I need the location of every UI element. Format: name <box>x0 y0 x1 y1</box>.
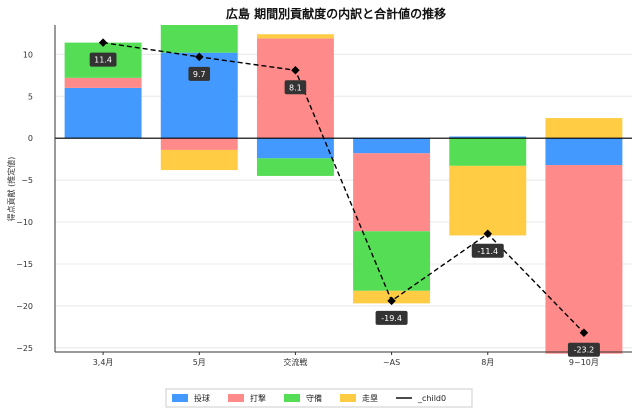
bar-segment <box>449 138 527 166</box>
legend-label: 投球 <box>194 393 210 403</box>
bar-segment <box>256 138 334 159</box>
plot-area: 10 5 0 −5 −10 −15 −20 −25 3,4月 5月 交流戦 ~AS 8月 9~10月 11.… <box>16 25 632 367</box>
data-label-bg <box>567 342 600 357</box>
bar-segment <box>353 153 431 232</box>
x-tick-label: ~AS <box>383 358 400 367</box>
bar-segment <box>449 165 527 236</box>
data-label-bg <box>471 243 504 258</box>
bar-segment <box>449 136 527 139</box>
data-label-bg <box>375 310 408 325</box>
legend-label: 打撃 <box>250 393 266 403</box>
y-tick-label: −20 <box>16 302 33 311</box>
legend-swatch <box>284 394 300 402</box>
data-label-bg <box>284 80 307 95</box>
legend-label: 走塁 <box>362 394 378 403</box>
x-tick-label: 5月 <box>193 358 206 367</box>
y-tick-label: 0 <box>28 134 33 143</box>
bar-segment <box>256 158 334 176</box>
bar-segment <box>160 25 238 53</box>
y-tick-label: 5 <box>28 92 33 101</box>
data-label: -11.4 <box>477 247 498 256</box>
data-label: 8.1 <box>289 83 302 92</box>
bar-segment <box>545 165 623 354</box>
bar-segment <box>256 34 334 39</box>
total-line <box>102 41 585 334</box>
legend-swatch <box>340 394 356 402</box>
legend-swatch <box>172 394 188 402</box>
total-marker <box>579 328 589 337</box>
total-marker <box>291 66 300 75</box>
legend-swatch <box>228 394 244 402</box>
data-label: 11.4 <box>94 56 112 65</box>
data-label: 9.7 <box>193 70 206 79</box>
y-tick-label: 10 <box>23 50 33 59</box>
x-tick-label: 9~10月 <box>569 358 599 367</box>
y-tick-label: −5 <box>21 176 33 185</box>
bar-segment <box>160 138 238 150</box>
legend-label: _child0 <box>417 394 446 403</box>
total-marker <box>98 38 108 47</box>
bar-segment <box>353 138 431 154</box>
total-marker <box>387 296 396 306</box>
bar-segment <box>64 87 142 139</box>
data-label-bg <box>89 52 117 67</box>
legend: 投球 打撃 守備 走塁 _child0 <box>165 388 473 408</box>
data-label: -23.2 <box>574 346 595 355</box>
bar-segment <box>545 118 623 139</box>
chart-title: 広島 期間別貢献度の内訳と合計値の推移 <box>226 6 446 21</box>
y-tick-label: −25 <box>16 344 33 353</box>
bar-segment <box>64 77 142 88</box>
bar-segment <box>160 52 238 139</box>
legend-label: 守備 <box>306 393 322 403</box>
total-marker <box>483 229 492 239</box>
x-tick-label: 3,4月 <box>93 358 114 367</box>
data-label: -19.4 <box>381 314 402 323</box>
bar-segment <box>545 138 623 166</box>
y-tick-label: −15 <box>16 260 33 269</box>
total-marker <box>195 52 204 62</box>
bar-segment <box>353 231 431 291</box>
data-label-bg <box>188 66 211 81</box>
y-tick-label: −10 <box>16 218 33 227</box>
legend-frame <box>165 388 473 408</box>
bar-segment <box>160 149 238 171</box>
x-tick-label: 交流戦 <box>283 357 307 367</box>
y-axis-title: 得点貢献 (推定値) <box>6 157 16 222</box>
x-tick-label: 8月 <box>481 358 494 367</box>
